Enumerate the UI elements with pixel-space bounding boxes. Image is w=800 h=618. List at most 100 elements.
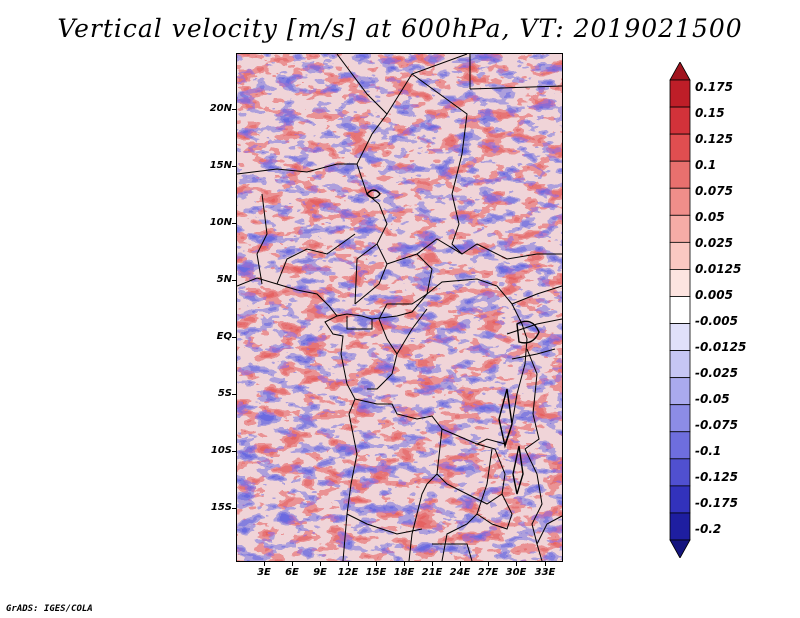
colorbar-label: 0.175 bbox=[695, 80, 733, 94]
chart-title: Vertical velocity [m/s] at 600hPa, VT: 2… bbox=[57, 14, 743, 43]
lakes bbox=[366, 189, 540, 495]
lake-victoria bbox=[516, 320, 540, 344]
colorbar-bin bbox=[669, 485, 691, 514]
lat-label: EQ bbox=[216, 331, 232, 342]
lon-tick bbox=[320, 562, 321, 566]
colorbar-bin bbox=[669, 241, 691, 270]
lat-label: 5S bbox=[217, 388, 232, 399]
colorbar-bin bbox=[669, 431, 691, 460]
map-panel bbox=[236, 53, 563, 562]
colorbar-label: -0.005 bbox=[695, 314, 738, 328]
border-line bbox=[511, 348, 556, 360]
border-line bbox=[436, 473, 503, 505]
colorbar-label: 0.125 bbox=[695, 132, 733, 146]
lat-label: 20N bbox=[209, 103, 232, 114]
border-line bbox=[536, 515, 562, 545]
colorbar-label: -0.0125 bbox=[695, 340, 747, 354]
colorbar-bin bbox=[669, 160, 691, 189]
lon-label: 24E bbox=[449, 567, 471, 578]
lat-label: 5N bbox=[216, 274, 232, 285]
lon-tick bbox=[348, 562, 349, 566]
lon-label: 3E bbox=[257, 567, 271, 578]
colorbar-bin bbox=[669, 404, 691, 433]
colorbar-label: 0.005 bbox=[695, 288, 733, 302]
lake-chad bbox=[366, 189, 381, 199]
lat-tick bbox=[232, 337, 236, 338]
border-line bbox=[367, 318, 398, 390]
lon-label: 27E bbox=[477, 567, 499, 578]
lat-label: 10N bbox=[209, 217, 232, 228]
border-line bbox=[346, 316, 373, 330]
colorbar bbox=[666, 61, 694, 562]
border-line bbox=[441, 428, 506, 495]
lat-tick bbox=[232, 451, 236, 452]
lon-tick bbox=[432, 562, 433, 566]
border-line bbox=[506, 318, 562, 335]
colorbar-bin bbox=[669, 133, 691, 162]
lake-tanganyika bbox=[498, 388, 513, 449]
colorbar-graphic bbox=[669, 61, 691, 559]
border-line bbox=[411, 73, 468, 255]
colorbar-label: 0.025 bbox=[695, 236, 733, 250]
border-line bbox=[469, 85, 562, 90]
lat-tick bbox=[232, 223, 236, 224]
country-borders bbox=[237, 54, 562, 561]
lat-label: 15N bbox=[209, 160, 232, 171]
border-line bbox=[441, 493, 513, 561]
border-line bbox=[426, 278, 562, 305]
colorbar-label: -0.175 bbox=[695, 496, 738, 510]
lon-label: 6E bbox=[285, 567, 299, 578]
colorbar-bin bbox=[669, 269, 691, 297]
colorbar-label: -0.05 bbox=[695, 392, 730, 406]
colorbar-bin bbox=[669, 296, 691, 324]
lon-tick bbox=[264, 562, 265, 566]
border-line bbox=[408, 483, 428, 561]
colorbar-label: -0.125 bbox=[695, 470, 738, 484]
border-line bbox=[276, 233, 356, 285]
colorbar-bin bbox=[669, 458, 691, 487]
lake-malawi bbox=[512, 445, 524, 495]
border-line bbox=[237, 163, 357, 175]
colorbar-label: 0.05 bbox=[695, 210, 725, 224]
lon-label: 21E bbox=[421, 567, 443, 578]
colorbar-label: -0.1 bbox=[695, 444, 722, 458]
colorbar-label: -0.2 bbox=[695, 522, 722, 536]
border-line bbox=[476, 448, 493, 515]
border-line bbox=[386, 238, 562, 265]
border-line bbox=[378, 253, 433, 320]
lat-tick bbox=[232, 166, 236, 167]
colorbar-bin bbox=[669, 79, 691, 108]
border-line bbox=[524, 348, 540, 450]
lon-tick bbox=[488, 562, 489, 566]
border-line bbox=[354, 243, 378, 305]
border-line bbox=[432, 543, 473, 561]
lon-label: 30E bbox=[505, 567, 527, 578]
footer-credit: GrADS: IGES/COLA bbox=[6, 604, 93, 614]
border-line bbox=[396, 308, 428, 355]
colorbar-label: -0.025 bbox=[695, 366, 738, 380]
lon-label: 15E bbox=[365, 567, 387, 578]
lon-label: 33E bbox=[534, 567, 556, 578]
colorbar-bin bbox=[669, 106, 691, 135]
border-line bbox=[354, 398, 443, 485]
velocity-field bbox=[237, 54, 562, 561]
colorbar-bin bbox=[669, 214, 691, 243]
colorbar-label: 0.1 bbox=[695, 158, 717, 172]
lat-tick bbox=[232, 109, 236, 110]
colorbar-label: 0.0125 bbox=[695, 262, 742, 276]
colorbar-label: 0.075 bbox=[695, 184, 733, 198]
lon-tick bbox=[545, 562, 546, 566]
lat-tick bbox=[232, 280, 236, 281]
border-line bbox=[524, 448, 543, 561]
lon-tick bbox=[460, 562, 461, 566]
lon-tick bbox=[376, 562, 377, 566]
lat-label: 15S bbox=[210, 502, 232, 513]
lat-tick bbox=[232, 508, 236, 509]
lon-tick bbox=[404, 562, 405, 566]
colorbar-bin bbox=[669, 377, 691, 406]
lat-label: 10S bbox=[210, 445, 232, 456]
lon-label: 9E bbox=[313, 567, 327, 578]
colorbar-bin bbox=[669, 512, 691, 541]
colorbar-label: 0.15 bbox=[695, 106, 725, 120]
lon-tick bbox=[292, 562, 293, 566]
